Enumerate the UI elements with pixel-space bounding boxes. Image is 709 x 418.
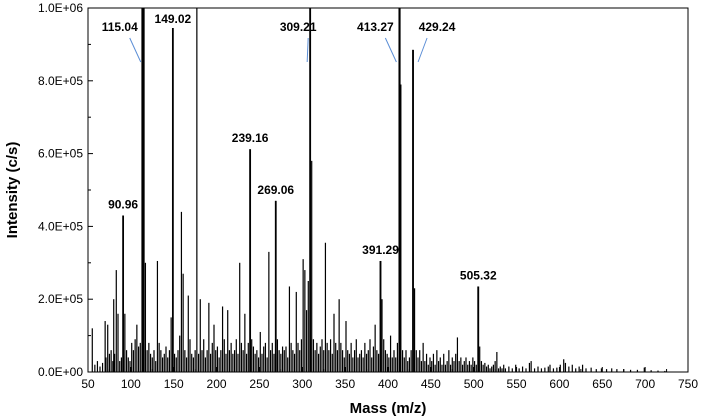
peak-label: 115.04 — [102, 20, 138, 34]
x-tick-label: 50 — [81, 377, 95, 391]
peak-leader-line — [384, 37, 397, 63]
x-tick-label: 450 — [421, 377, 441, 391]
y-tick-label: 4.0E+05 — [38, 219, 83, 233]
y-tick-label: 6.0E+05 — [38, 147, 83, 161]
x-tick-label: 100 — [121, 377, 141, 391]
x-tick-label: 500 — [464, 377, 484, 391]
x-tick-label: 350 — [335, 377, 355, 391]
x-tick-label: 150 — [164, 377, 184, 391]
x-tick-label: 250 — [249, 377, 269, 391]
y-tick-label: 2.0E+05 — [38, 292, 83, 306]
y-axis-title: Intensity (c/s) — [4, 142, 21, 239]
y-axis: 0.0E+00 2.0E+05 4.0E+05 6.0E+05 8.0E+05 1.0E+… — [38, 1, 93, 379]
x-axis: 50 100 150 200 250 300 350 400 450 500 550 600 650 70… — [81, 367, 698, 391]
x-tick-label: 300 — [292, 377, 312, 391]
x-tick-label: 750 — [678, 377, 698, 391]
peak-leader-line — [129, 37, 142, 63]
peak-label: 239.16 — [232, 131, 269, 145]
x-tick-label: 550 — [507, 377, 527, 391]
peak-leader-lines — [129, 37, 428, 63]
y-tick-label: 1.0E+06 — [38, 1, 83, 15]
x-tick-label: 200 — [207, 377, 227, 391]
peak-leader-line — [417, 37, 428, 63]
peak-label: 269.06 — [257, 183, 294, 197]
peak-label: 391.29 — [362, 243, 399, 257]
spectrum-bars — [91, 8, 666, 372]
x-tick-label: 650 — [592, 377, 612, 391]
plot-frame — [87, 7, 689, 373]
peak-label: 429.24 — [419, 20, 456, 34]
x-tick-label: 400 — [378, 377, 398, 391]
peak-label: 149.02 — [155, 12, 192, 26]
x-tick-label: 700 — [635, 377, 655, 391]
peak-labels: 90.96 115.04 149.02 239.16 269.06 309.21 391.2… — [102, 12, 497, 282]
x-tick-label: 600 — [549, 377, 569, 391]
y-tick-label: 8.0E+05 — [38, 74, 83, 88]
y-tick-label: 0.0E+00 — [38, 365, 83, 379]
x-axis-title: Mass (m/z) — [350, 400, 427, 417]
peak-label: 413.27 — [357, 20, 394, 34]
peak-label: 90.96 — [108, 197, 138, 211]
peak-leader-line — [306, 37, 309, 63]
peak-label: 505.32 — [460, 268, 497, 282]
peak-label: 309.21 — [280, 20, 317, 34]
